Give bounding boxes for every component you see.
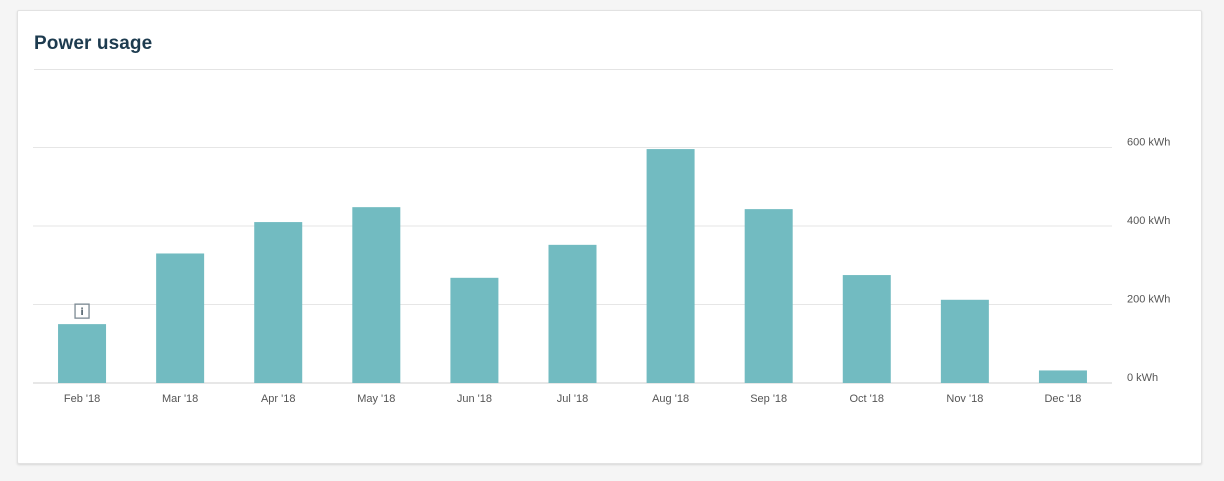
y-tick-label: 200 kWh: [1127, 294, 1170, 306]
x-tick-label: Sep '18: [750, 393, 787, 405]
bar[interactable]: [843, 275, 891, 383]
y-tick-label: 0 kWh: [1127, 372, 1158, 384]
x-tick-label: Oct '18: [850, 393, 885, 405]
x-tick-label: Apr '18: [261, 393, 296, 405]
info-icon[interactable]: i: [75, 304, 89, 318]
bar[interactable]: [156, 253, 204, 383]
bar[interactable]: [450, 278, 498, 383]
x-tick-label: Jun '18: [457, 393, 492, 405]
x-tick-label: Jul '18: [557, 393, 588, 405]
x-tick-label: Mar '18: [162, 393, 198, 405]
bar[interactable]: [352, 207, 400, 383]
bar[interactable]: [58, 324, 106, 383]
y-tick-label: 600 kWh: [1127, 137, 1170, 149]
y-tick-label: 400 kWh: [1127, 215, 1170, 227]
bar[interactable]: [941, 300, 989, 383]
x-tick-label: May '18: [357, 393, 395, 405]
x-tick-label: Feb '18: [64, 393, 100, 405]
bar[interactable]: [1039, 370, 1087, 383]
bar[interactable]: [549, 245, 597, 383]
x-tick-label: Aug '18: [652, 393, 689, 405]
x-tick-label: Nov '18: [946, 393, 983, 405]
bar[interactable]: [254, 222, 302, 383]
bar[interactable]: [745, 209, 793, 383]
x-tick-label: Dec '18: [1044, 393, 1081, 405]
bar[interactable]: [647, 149, 695, 383]
svg-text:i: i: [80, 307, 83, 318]
